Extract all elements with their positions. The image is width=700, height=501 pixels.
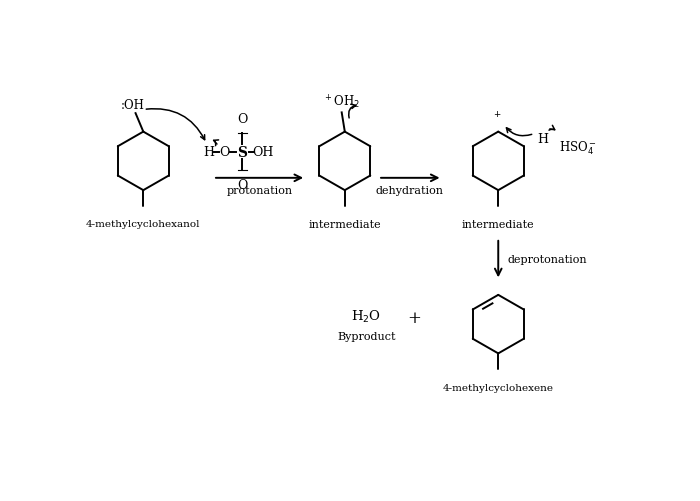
Text: H$_2$O: H$_2$O — [351, 309, 382, 325]
Text: O: O — [237, 178, 248, 191]
Text: O: O — [220, 146, 230, 159]
Text: Byproduct: Byproduct — [337, 331, 395, 341]
Text: HSO$_4^-$: HSO$_4^-$ — [559, 139, 596, 156]
Text: H: H — [537, 133, 548, 146]
Text: $^+$: $^+$ — [491, 110, 502, 123]
Text: dehydration: dehydration — [376, 185, 444, 195]
Text: intermediate: intermediate — [462, 220, 535, 230]
Text: $^+$OH$_2$: $^+$OH$_2$ — [323, 94, 360, 111]
Text: 4-methylcyclohexanol: 4-methylcyclohexanol — [86, 220, 201, 229]
FancyArrowPatch shape — [506, 129, 532, 136]
Text: intermediate: intermediate — [309, 220, 381, 230]
Text: S: S — [237, 145, 248, 159]
Text: H: H — [204, 146, 215, 159]
Text: OH: OH — [253, 146, 274, 159]
FancyArrowPatch shape — [549, 126, 554, 131]
Text: :OH: :OH — [120, 99, 144, 112]
FancyArrowPatch shape — [349, 105, 356, 119]
Text: +: + — [407, 310, 421, 327]
Text: deprotonation: deprotonation — [508, 255, 587, 265]
FancyArrowPatch shape — [214, 141, 218, 146]
FancyArrowPatch shape — [146, 110, 204, 140]
Text: O: O — [237, 113, 248, 126]
Text: protonation: protonation — [227, 185, 293, 195]
Text: 4-methylcyclohexene: 4-methylcyclohexene — [442, 383, 554, 392]
